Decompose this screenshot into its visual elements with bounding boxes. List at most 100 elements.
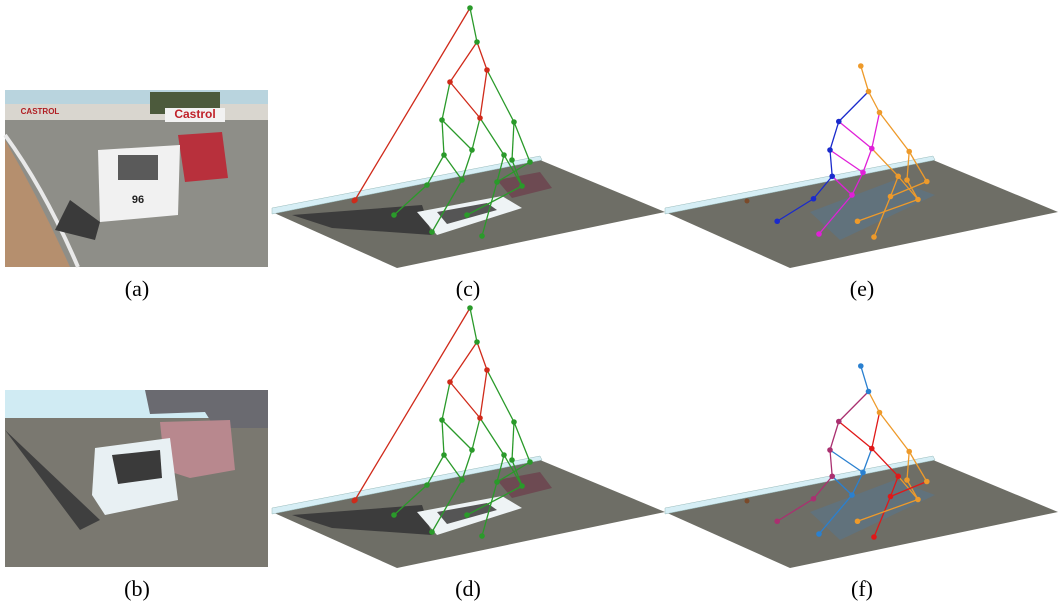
skeleton-bone bbox=[872, 113, 880, 149]
skeleton-bone bbox=[442, 120, 444, 155]
skeleton-joint bbox=[459, 177, 465, 183]
skeleton-joint bbox=[829, 173, 835, 179]
segmentation bbox=[5, 390, 268, 567]
skeleton-joint bbox=[816, 231, 822, 237]
skeleton-bone bbox=[480, 370, 487, 418]
skeleton-bone bbox=[450, 42, 477, 82]
panel-label: (b) bbox=[124, 576, 150, 601]
banner-text: CASTROL bbox=[21, 107, 60, 116]
skeleton-bone bbox=[830, 450, 832, 476]
skeleton-bone bbox=[442, 382, 450, 420]
skeleton-joint bbox=[871, 534, 877, 540]
skeleton-joint bbox=[501, 452, 507, 458]
skeleton-joint bbox=[866, 89, 872, 95]
skeleton-joint bbox=[509, 457, 515, 463]
skeleton-joint bbox=[447, 379, 453, 385]
skeleton-bone bbox=[442, 82, 450, 120]
skeleton-joint bbox=[509, 157, 515, 163]
skeleton-joint bbox=[424, 182, 430, 188]
scene-3d bbox=[272, 305, 665, 568]
scene-3d bbox=[665, 363, 1058, 568]
red-marker bbox=[745, 499, 750, 504]
skeleton-bone bbox=[830, 150, 832, 176]
skeleton-bone bbox=[480, 70, 487, 118]
skeleton-bone bbox=[839, 422, 872, 449]
car-number: 96 bbox=[132, 194, 144, 206]
skeleton-joint bbox=[391, 212, 397, 218]
skeleton-bone bbox=[830, 422, 839, 451]
skeleton-joint bbox=[519, 183, 525, 189]
skeleton-bone bbox=[470, 8, 477, 42]
skeleton-joint bbox=[836, 419, 842, 425]
skeleton-joint bbox=[511, 419, 517, 425]
skeleton-bone bbox=[472, 418, 480, 450]
skeleton-joint bbox=[860, 170, 866, 176]
skeleton-bone bbox=[861, 366, 869, 392]
scene-3d bbox=[272, 5, 665, 268]
skeleton-joint bbox=[871, 234, 877, 240]
skeleton-bone bbox=[872, 413, 880, 449]
skeleton-joint bbox=[477, 415, 483, 421]
panel-label: (a) bbox=[125, 276, 149, 301]
skeleton-bone bbox=[839, 122, 872, 149]
skeleton-joint bbox=[877, 410, 883, 416]
skeleton-joint bbox=[441, 152, 447, 158]
skeleton-joint bbox=[477, 115, 483, 121]
panel-label: (e) bbox=[850, 276, 874, 301]
skeleton-bone bbox=[477, 342, 487, 370]
skeleton-joint bbox=[860, 470, 866, 476]
skeleton-joint bbox=[424, 482, 430, 488]
skeleton-bone bbox=[470, 308, 477, 342]
skeleton-joint bbox=[858, 63, 864, 69]
skeleton-bone bbox=[355, 8, 470, 200]
skeleton-joint bbox=[849, 192, 855, 198]
skeleton-joint bbox=[429, 529, 435, 535]
skeleton-bone bbox=[839, 92, 869, 122]
skeleton-bone bbox=[487, 370, 514, 422]
skeleton-bone bbox=[512, 422, 514, 460]
skeleton-bone bbox=[869, 392, 880, 413]
skeleton-joint bbox=[467, 5, 473, 11]
skeleton-bone bbox=[442, 420, 472, 450]
skeleton-joint bbox=[459, 477, 465, 483]
skeleton-joint bbox=[904, 177, 910, 183]
skeleton-bone bbox=[472, 118, 480, 150]
skeleton-joint bbox=[924, 179, 930, 185]
skeleton-joint bbox=[774, 518, 780, 524]
skeleton-bone bbox=[450, 342, 477, 382]
skeleton-joint bbox=[467, 305, 473, 311]
skeleton-joint bbox=[474, 339, 480, 345]
skeleton-bone bbox=[830, 150, 863, 173]
skeleton-bone bbox=[442, 420, 444, 455]
skeleton-joint bbox=[866, 389, 872, 395]
skeleton-bone bbox=[830, 122, 839, 151]
skeleton-bone bbox=[861, 66, 869, 92]
skeleton-bone bbox=[355, 308, 470, 500]
skeleton-bone bbox=[487, 70, 514, 122]
skeleton-joint bbox=[511, 119, 517, 125]
skeleton-bone bbox=[514, 422, 530, 462]
skeleton-joint bbox=[906, 149, 912, 155]
skeleton-joint bbox=[464, 512, 470, 518]
skeleton-joint bbox=[827, 147, 833, 153]
red-marker bbox=[745, 199, 750, 204]
skeleton-joint bbox=[915, 497, 921, 503]
photo: Castrol CASTROL 96 bbox=[5, 90, 268, 267]
skeleton-joint bbox=[429, 229, 435, 235]
skeleton-bone bbox=[450, 82, 480, 118]
skeleton-bone bbox=[480, 118, 504, 155]
skeleton-joint bbox=[855, 518, 861, 524]
skeleton-bone bbox=[830, 450, 863, 473]
skeleton-joint bbox=[439, 417, 445, 423]
skeleton-joint bbox=[352, 197, 358, 203]
skeleton-bone bbox=[514, 122, 530, 162]
skeleton-joint bbox=[816, 531, 822, 537]
skeleton-joint bbox=[869, 146, 875, 152]
skeleton-joint bbox=[888, 194, 894, 200]
skeleton-joint bbox=[858, 363, 864, 369]
skeleton-joint bbox=[391, 512, 397, 518]
skeleton-joint bbox=[811, 496, 817, 502]
skeleton-joint bbox=[915, 197, 921, 203]
skeleton-joint bbox=[829, 473, 835, 479]
skeleton-joint bbox=[774, 218, 780, 224]
